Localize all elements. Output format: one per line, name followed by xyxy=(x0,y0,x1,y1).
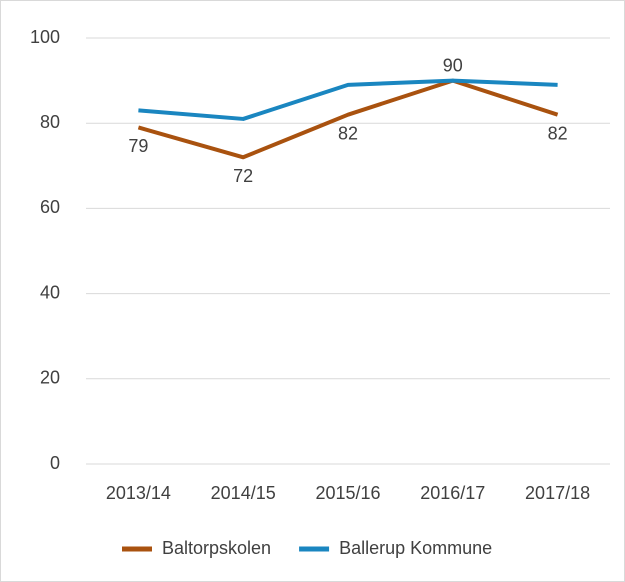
x-tick-label: 2013/14 xyxy=(106,483,171,503)
legend-label: Ballerup Kommune xyxy=(339,538,492,558)
y-tick-label: 40 xyxy=(40,282,60,302)
y-tick-label: 100 xyxy=(30,27,60,47)
y-tick-label: 20 xyxy=(40,368,60,388)
series-line xyxy=(137,78,559,160)
y-tick-label: 60 xyxy=(40,197,60,217)
legend-label: Baltorpskolen xyxy=(162,538,271,558)
data-label: 90 xyxy=(443,55,463,75)
x-tick-label: 2014/15 xyxy=(211,483,276,503)
data-label: 82 xyxy=(338,123,358,143)
series-line xyxy=(138,78,558,121)
y-tick-label: 80 xyxy=(40,112,60,132)
x-tick-label: 2016/17 xyxy=(420,483,485,503)
x-tick-label: 2015/16 xyxy=(315,483,380,503)
x-tick-label: 2017/18 xyxy=(525,483,590,503)
data-label: 72 xyxy=(233,166,253,186)
data-label: 82 xyxy=(548,123,568,143)
data-label: 79 xyxy=(128,136,148,156)
y-tick-label: 0 xyxy=(50,453,60,473)
